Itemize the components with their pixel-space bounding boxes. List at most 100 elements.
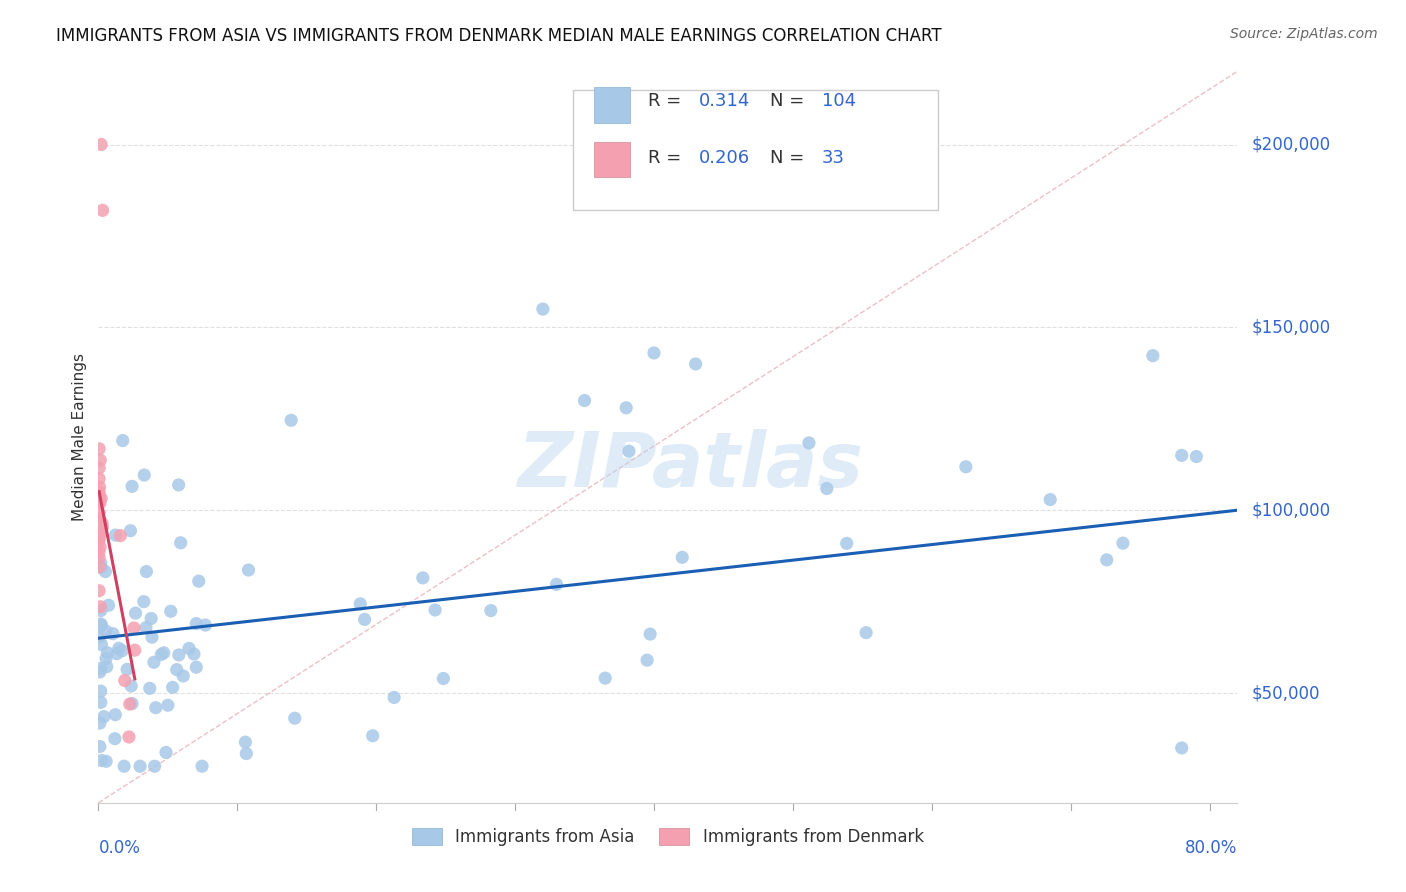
Text: $50,000: $50,000 xyxy=(1251,684,1320,702)
Point xyxy=(120,679,142,693)
Text: $100,000: $100,000 xyxy=(1251,501,1330,519)
Point xyxy=(121,479,143,493)
Point xyxy=(382,690,405,705)
Point xyxy=(150,648,173,662)
Point xyxy=(89,599,111,614)
Point xyxy=(90,560,112,574)
Point xyxy=(145,700,167,714)
Text: $150,000: $150,000 xyxy=(1251,318,1330,336)
Point xyxy=(156,698,179,713)
Point xyxy=(115,662,138,676)
Point xyxy=(1112,536,1135,550)
Text: 0.206: 0.206 xyxy=(699,149,749,167)
Point xyxy=(1185,450,1208,464)
Point xyxy=(97,599,120,613)
Point xyxy=(87,506,110,520)
Point xyxy=(87,485,110,500)
Point xyxy=(194,618,217,632)
Point xyxy=(112,759,135,773)
Point xyxy=(167,478,190,492)
Point xyxy=(129,759,152,773)
Point xyxy=(797,436,820,450)
Point xyxy=(1095,553,1118,567)
Text: 80.0%: 80.0% xyxy=(1185,839,1237,857)
Point xyxy=(91,516,114,531)
Text: 33: 33 xyxy=(821,149,845,167)
Point xyxy=(617,444,640,458)
Point xyxy=(183,647,205,661)
Point xyxy=(134,468,156,483)
Point xyxy=(89,480,111,494)
Point xyxy=(855,625,877,640)
Text: R =: R = xyxy=(648,92,688,110)
Point xyxy=(89,494,111,508)
Point xyxy=(361,729,384,743)
Point xyxy=(96,624,118,639)
Point xyxy=(94,754,117,768)
Point xyxy=(132,595,155,609)
Text: Source: ZipAtlas.com: Source: ZipAtlas.com xyxy=(1230,27,1378,41)
Point xyxy=(96,646,118,660)
Point xyxy=(235,735,257,749)
Point xyxy=(135,565,157,579)
Point xyxy=(815,482,838,496)
Point xyxy=(432,672,454,686)
Point xyxy=(90,661,112,675)
Point xyxy=(91,520,114,534)
Point xyxy=(124,606,146,620)
Point xyxy=(111,434,134,448)
Point xyxy=(135,621,157,635)
Point xyxy=(87,489,110,503)
Text: 0.0%: 0.0% xyxy=(98,839,141,857)
Point xyxy=(114,673,136,688)
Point xyxy=(108,641,131,656)
Point xyxy=(280,413,302,427)
Point xyxy=(90,754,112,768)
Text: R =: R = xyxy=(648,149,688,167)
Point xyxy=(479,604,502,618)
Point xyxy=(87,533,110,548)
Point xyxy=(238,563,260,577)
Point xyxy=(96,659,118,673)
Point xyxy=(122,621,145,635)
Point xyxy=(90,617,112,632)
Text: N =: N = xyxy=(770,92,810,110)
Point xyxy=(104,707,127,722)
Point xyxy=(110,528,132,542)
Point xyxy=(91,203,114,218)
Point xyxy=(90,684,112,698)
Point xyxy=(671,550,693,565)
Point xyxy=(89,716,111,731)
Point xyxy=(167,648,190,662)
Point xyxy=(87,550,110,565)
Point xyxy=(87,560,110,574)
Point xyxy=(87,472,110,486)
Point xyxy=(143,759,166,773)
Text: ZIPatlas: ZIPatlas xyxy=(517,429,863,503)
Text: N =: N = xyxy=(770,149,810,167)
Point xyxy=(835,536,858,550)
Point xyxy=(87,583,110,598)
Point xyxy=(141,611,163,625)
Point xyxy=(87,493,110,508)
Point xyxy=(124,643,146,657)
Point xyxy=(186,616,208,631)
Point xyxy=(353,612,375,626)
Point xyxy=(636,653,658,667)
Point xyxy=(121,697,143,711)
Point xyxy=(90,491,112,506)
Point xyxy=(90,618,112,632)
Point xyxy=(90,695,112,709)
Point xyxy=(89,540,111,554)
Point xyxy=(87,531,110,545)
Point xyxy=(89,630,111,644)
Point xyxy=(93,709,115,723)
Point xyxy=(685,357,707,371)
Point xyxy=(89,453,111,467)
Point xyxy=(177,641,200,656)
FancyBboxPatch shape xyxy=(574,90,938,211)
Point xyxy=(87,544,110,558)
Point xyxy=(89,665,111,679)
Point xyxy=(94,651,117,665)
Text: 0.314: 0.314 xyxy=(699,92,749,110)
